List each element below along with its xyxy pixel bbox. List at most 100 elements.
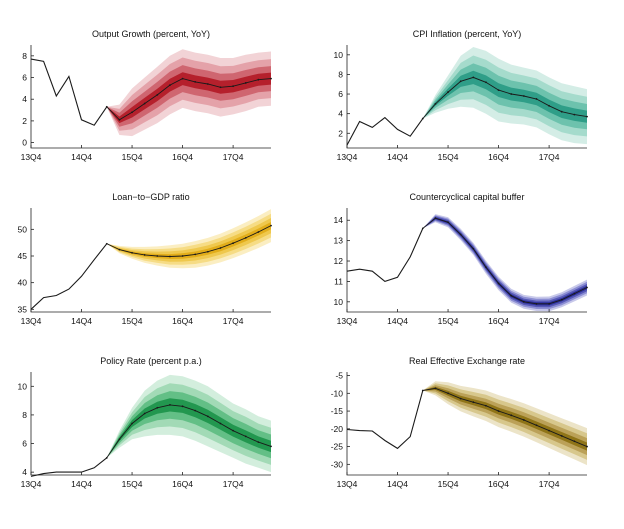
median-point: [270, 77, 272, 80]
median-point: [118, 248, 121, 251]
fan-band: [422, 217, 587, 306]
y-tick-label: -25: [331, 442, 344, 452]
y-tick-label: -15: [331, 406, 344, 416]
x-tick-label: 14Q4: [387, 316, 408, 326]
median-point: [118, 438, 121, 441]
median-point: [143, 254, 146, 256]
panel-title: Policy Rate (percent p.a.): [100, 356, 202, 366]
x-ticks: 13Q4 14Q4 15Q4 16Q4 17Q4: [337, 145, 560, 162]
y-tick-label: 11: [334, 276, 343, 286]
y-tick-label: 8: [22, 410, 27, 420]
history-line: [346, 390, 424, 450]
median-point: [270, 224, 272, 227]
median-point: [459, 397, 462, 400]
median-markers: [421, 76, 588, 120]
x-tick-label: 13Q4: [21, 152, 42, 162]
median-point: [434, 387, 437, 390]
panel-output-growth: Output Growth (percent, YoY) 0 2 4 6 8 13Q4 …: [21, 29, 272, 162]
median-line: [422, 387, 588, 448]
median-point: [244, 435, 247, 438]
median-point: [586, 286, 588, 289]
median-point: [485, 81, 487, 84]
y-ticks: -5 -10 -15 -20 -25 -30: [331, 371, 350, 469]
fan-band: [422, 385, 587, 456]
median-point: [447, 221, 449, 224]
median-point: [131, 422, 133, 425]
y-tick-label: 6: [338, 89, 343, 99]
y-tick-label: 4: [338, 109, 343, 119]
median-point: [143, 102, 146, 105]
median-point: [485, 404, 487, 407]
fan-band: [106, 222, 271, 259]
panel-capital-buffer: Countercyclical capital buffer 101112131…: [334, 192, 588, 326]
median-point: [560, 298, 563, 301]
y-tick-label: 2: [22, 116, 27, 126]
x-tick-label: 15Q4: [122, 316, 143, 326]
fan-band: [106, 72, 271, 124]
y-tick-label: 2: [338, 128, 343, 138]
x-tick-label: 17Q4: [539, 479, 560, 489]
y-tick-label: 45: [18, 251, 28, 261]
median-point: [522, 419, 525, 421]
median-point: [497, 89, 500, 92]
median-point: [586, 115, 588, 118]
x-tick-label: 17Q4: [539, 152, 560, 162]
fan-bands: [422, 381, 587, 466]
x-tick-label: 17Q4: [223, 479, 244, 489]
y-tick-label: 6: [22, 73, 27, 83]
median-point: [118, 118, 121, 121]
x-tick-label: 14Q4: [387, 152, 408, 162]
fan-bands: [106, 49, 271, 137]
median-point: [270, 445, 272, 448]
median-point: [573, 292, 576, 295]
x-tick-label: 13Q4: [21, 316, 42, 326]
panel-cpi-inflation: CPI Inflation (percent, YoY) 2 4 6 8 10 13Q4…: [334, 29, 588, 162]
median-point: [232, 85, 235, 88]
x-tick-label: 15Q4: [438, 316, 459, 326]
median-point: [522, 300, 525, 303]
y-tick-label: -30: [331, 459, 344, 469]
median-point: [421, 227, 424, 230]
y-tick-label: 6: [22, 439, 27, 449]
history-line: [30, 457, 108, 477]
y-tick-label: 4: [22, 94, 27, 104]
x-tick-label: 14Q4: [387, 479, 408, 489]
median-point: [143, 412, 146, 415]
fan-bands: [422, 214, 587, 312]
median-point: [244, 82, 247, 84]
panel-title: Loan−to−GDP ratio: [112, 192, 189, 202]
y-ticks: 4 6 8 10: [18, 381, 34, 477]
x-ticks: 13Q4 14Q4 15Q4 16Q4 17Q4: [21, 472, 244, 489]
median-point: [206, 415, 209, 418]
x-tick-label: 15Q4: [122, 152, 143, 162]
median-point: [472, 76, 475, 79]
median-point: [169, 255, 171, 258]
panel-title: Output Growth (percent, YoY): [92, 29, 210, 39]
median-point: [169, 404, 171, 406]
panel-real-effective-exchange-rate: Real Effective Exchange rate -5 -10 -15 -20…: [331, 356, 588, 489]
y-tick-label: 40: [18, 278, 28, 288]
median-point: [232, 429, 235, 432]
median-point: [206, 250, 209, 253]
median-point: [573, 113, 576, 116]
median-point: [485, 266, 487, 269]
median-point: [105, 105, 108, 108]
x-tick-label: 13Q4: [337, 152, 358, 162]
x-tick-label: 14Q4: [71, 316, 92, 326]
median-point: [181, 405, 184, 408]
median-markers: [421, 387, 588, 448]
y-tick-label: 10: [334, 50, 344, 60]
y-tick-label: 0: [22, 138, 27, 148]
y-tick-label: 10: [18, 381, 28, 391]
history-line: [346, 228, 424, 283]
median-point: [535, 302, 538, 305]
median-point: [421, 117, 424, 120]
median-point: [194, 253, 197, 256]
x-tick-label: 17Q4: [223, 152, 244, 162]
median-line: [106, 404, 272, 459]
median-point: [510, 414, 513, 417]
x-tick-label: 13Q4: [337, 479, 358, 489]
median-line: [422, 217, 588, 305]
median-point: [535, 424, 538, 427]
